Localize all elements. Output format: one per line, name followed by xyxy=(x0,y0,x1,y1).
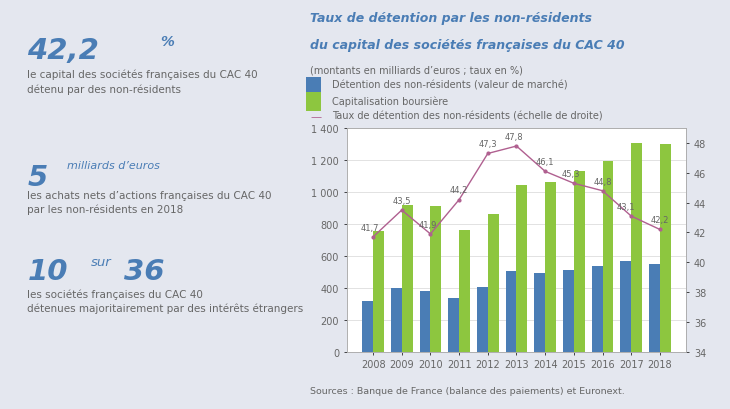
Text: %: % xyxy=(161,35,174,49)
Bar xyxy=(506,271,516,352)
Bar xyxy=(516,185,527,352)
Text: du capital des sociétés françaises du CAC 40: du capital des sociétés françaises du CA… xyxy=(310,39,625,52)
Bar xyxy=(534,274,545,352)
Text: sur: sur xyxy=(91,255,112,268)
Text: les achats nets d’actions françaises du CAC 40
par les non-résidents en 2018: les achats nets d’actions françaises du … xyxy=(27,190,272,215)
Bar xyxy=(602,162,613,352)
Text: 45,3: 45,3 xyxy=(561,170,580,179)
Bar xyxy=(477,287,488,352)
Text: les sociétés françaises du CAC 40
détenues majoritairement par des intérêts étra: les sociétés françaises du CAC 40 détenu… xyxy=(27,288,304,314)
Text: 42,2: 42,2 xyxy=(650,216,669,225)
Bar xyxy=(591,267,602,352)
Bar xyxy=(420,291,431,352)
Text: 47,8: 47,8 xyxy=(504,133,523,142)
Text: 41,9: 41,9 xyxy=(418,220,437,229)
Text: 41,7: 41,7 xyxy=(361,223,380,232)
Text: (montants en milliards d’euros ; taux en %): (montants en milliards d’euros ; taux en… xyxy=(310,65,523,75)
Bar xyxy=(362,301,373,352)
Bar xyxy=(373,231,384,352)
Text: le capital des sociétés françaises du CAC 40
détenu par des non-résidents: le capital des sociétés françaises du CA… xyxy=(27,70,258,95)
Text: Taux de détention des non-résidents (échelle de droite): Taux de détention des non-résidents (éch… xyxy=(332,112,603,121)
Bar xyxy=(563,270,574,352)
Text: 43,1: 43,1 xyxy=(616,202,634,211)
Text: Taux de détention par les non-résidents: Taux de détention par les non-résidents xyxy=(310,12,592,25)
Text: Sources : Banque de France (balance des paiements) et Euronext.: Sources : Banque de France (balance des … xyxy=(310,386,625,395)
Text: 10: 10 xyxy=(27,258,68,285)
Bar xyxy=(574,172,585,352)
Bar xyxy=(620,262,631,352)
Bar xyxy=(459,231,470,352)
Text: 43,5: 43,5 xyxy=(393,196,411,205)
Text: 36: 36 xyxy=(124,258,165,285)
Text: 42,2: 42,2 xyxy=(27,37,99,65)
Bar xyxy=(488,214,499,352)
Text: 47,3: 47,3 xyxy=(478,140,497,149)
Bar xyxy=(431,207,442,352)
Bar xyxy=(631,143,642,352)
Text: 44,8: 44,8 xyxy=(593,177,612,186)
Bar xyxy=(660,145,671,352)
Text: milliards d’euros: milliards d’euros xyxy=(66,161,160,171)
Text: 44,2: 44,2 xyxy=(450,186,469,195)
Bar xyxy=(402,205,412,352)
Text: 46,1: 46,1 xyxy=(536,158,554,167)
Bar xyxy=(448,299,459,352)
Text: —: — xyxy=(310,112,321,121)
Bar xyxy=(391,288,402,352)
Text: Capitalisation boursière: Capitalisation boursière xyxy=(332,96,448,107)
Bar xyxy=(545,182,556,352)
Bar xyxy=(649,264,660,352)
Text: 5: 5 xyxy=(27,164,47,191)
Text: Détention des non-résidents (valeur de marché): Détention des non-résidents (valeur de m… xyxy=(332,81,568,90)
